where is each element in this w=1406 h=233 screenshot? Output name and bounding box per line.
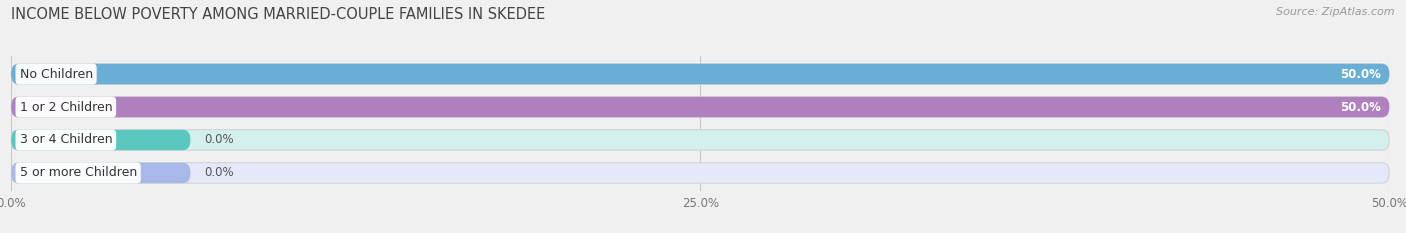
Text: No Children: No Children: [20, 68, 93, 81]
FancyBboxPatch shape: [11, 163, 1389, 183]
Text: 50.0%: 50.0%: [1340, 68, 1381, 81]
Text: 3 or 4 Children: 3 or 4 Children: [20, 134, 112, 147]
FancyBboxPatch shape: [11, 163, 190, 183]
FancyBboxPatch shape: [11, 130, 1389, 150]
FancyBboxPatch shape: [11, 130, 190, 150]
FancyBboxPatch shape: [11, 64, 1389, 84]
Text: 0.0%: 0.0%: [204, 134, 233, 147]
FancyBboxPatch shape: [11, 64, 1389, 84]
Text: 1 or 2 Children: 1 or 2 Children: [20, 100, 112, 113]
FancyBboxPatch shape: [11, 97, 1389, 117]
Text: Source: ZipAtlas.com: Source: ZipAtlas.com: [1277, 7, 1395, 17]
Text: 50.0%: 50.0%: [1340, 100, 1381, 113]
Text: 0.0%: 0.0%: [204, 166, 233, 179]
FancyBboxPatch shape: [11, 97, 1389, 117]
Text: 5 or more Children: 5 or more Children: [20, 166, 136, 179]
Text: INCOME BELOW POVERTY AMONG MARRIED-COUPLE FAMILIES IN SKEDEE: INCOME BELOW POVERTY AMONG MARRIED-COUPL…: [11, 7, 546, 22]
